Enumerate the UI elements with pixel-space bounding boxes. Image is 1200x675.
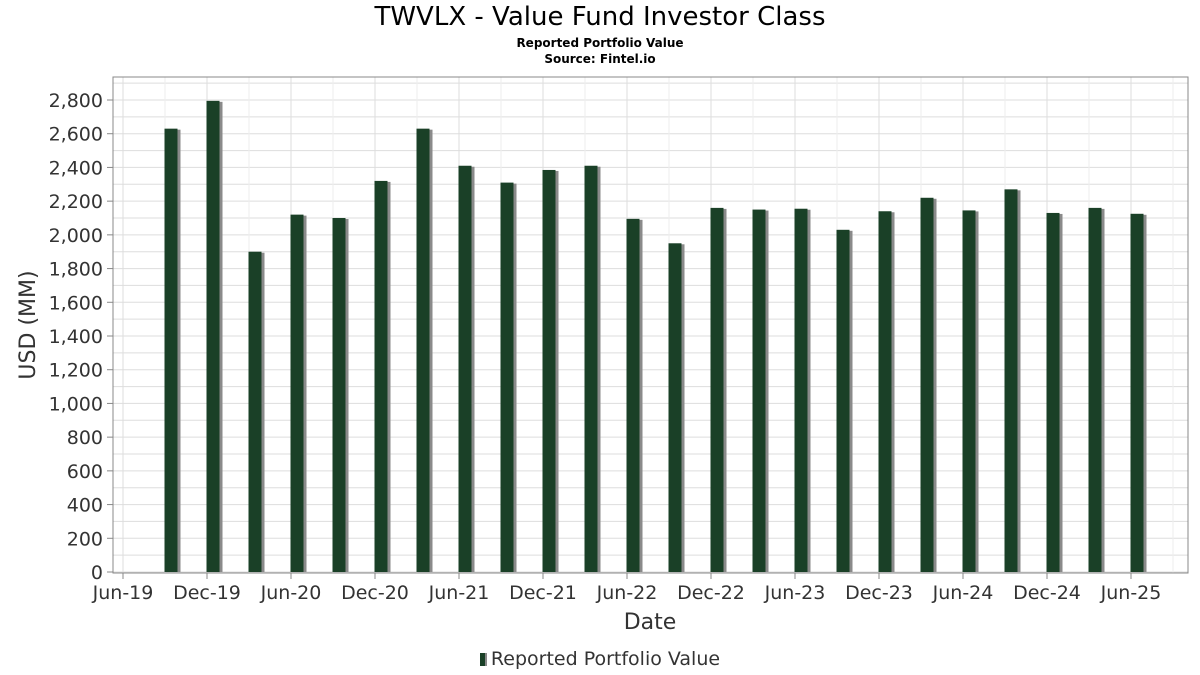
x-tick-label: Jun-22 [596, 582, 658, 604]
x-tick-label: Jun-24 [932, 582, 994, 604]
x-tick-label: Jun-21 [428, 582, 490, 604]
plot-frame [112, 76, 1189, 574]
legend-label: Reported Portfolio Value [490, 648, 721, 670]
y-tick-label: 2,400 [49, 157, 103, 179]
y-tick-label: 200 [67, 528, 103, 550]
x-tick-label: Dec-19 [173, 582, 241, 604]
y-tick-label: 1,000 [49, 393, 103, 415]
bar [710, 207, 724, 572]
bar [584, 165, 598, 572]
bar [1088, 207, 1102, 572]
y-tick-label: 1,600 [49, 292, 103, 314]
bar [1004, 189, 1018, 573]
bar [542, 169, 556, 572]
x-tick-label: Jun-23 [764, 582, 826, 604]
x-tick-label: Dec-22 [677, 582, 745, 604]
chart-subtitle: Reported Portfolio Value [516, 36, 684, 50]
bar [1130, 213, 1144, 573]
x-tick-label: Jun-25 [1100, 582, 1162, 604]
bar [164, 128, 178, 572]
y-tick-label: 2,200 [49, 191, 103, 213]
bar [1046, 212, 1060, 572]
x-tick-label: Jun-20 [260, 582, 322, 604]
legend-swatch [479, 653, 487, 666]
y-tick-label: 2,800 [49, 90, 103, 112]
plot-area [113, 77, 1188, 573]
bar [248, 251, 262, 572]
x-tick-label: Jun-19 [92, 582, 154, 604]
x-tick-label: Dec-23 [845, 582, 913, 604]
chart-title: TWVLX - Value Fund Investor Class [374, 2, 826, 32]
x-tick-label: Dec-21 [509, 582, 577, 604]
y-tick-label: 2,000 [49, 225, 103, 247]
bar [332, 218, 346, 572]
bar [836, 229, 850, 573]
y-tick-label: 2,600 [49, 124, 103, 146]
bar [626, 218, 640, 573]
bar [500, 182, 514, 572]
bar [752, 209, 766, 573]
y-tick-label: 0 [91, 562, 103, 584]
bar [458, 165, 472, 572]
y-axis-title: USD (MM) [16, 270, 41, 379]
bar [878, 211, 892, 572]
y-tick-label: 600 [67, 461, 103, 483]
bar [920, 197, 934, 572]
bar [668, 243, 682, 573]
y-tick-label: 1,800 [49, 259, 103, 281]
bar [374, 180, 388, 572]
y-tick-label: 1,400 [49, 326, 103, 348]
x-tick-label: Dec-24 [1013, 582, 1081, 604]
bar [416, 128, 430, 572]
x-tick-label: Dec-20 [341, 582, 409, 604]
bar [962, 210, 976, 572]
bar [206, 100, 220, 572]
bar [290, 214, 304, 572]
legend: Reported Portfolio Value [0, 648, 1200, 670]
bar [794, 208, 808, 572]
y-tick-label: 800 [67, 427, 103, 449]
x-axis-title: Date [624, 610, 677, 635]
y-tick-label: 1,200 [49, 360, 103, 382]
chart-source: Source: Fintel.io [544, 52, 656, 66]
y-tick-label: 400 [67, 495, 103, 517]
